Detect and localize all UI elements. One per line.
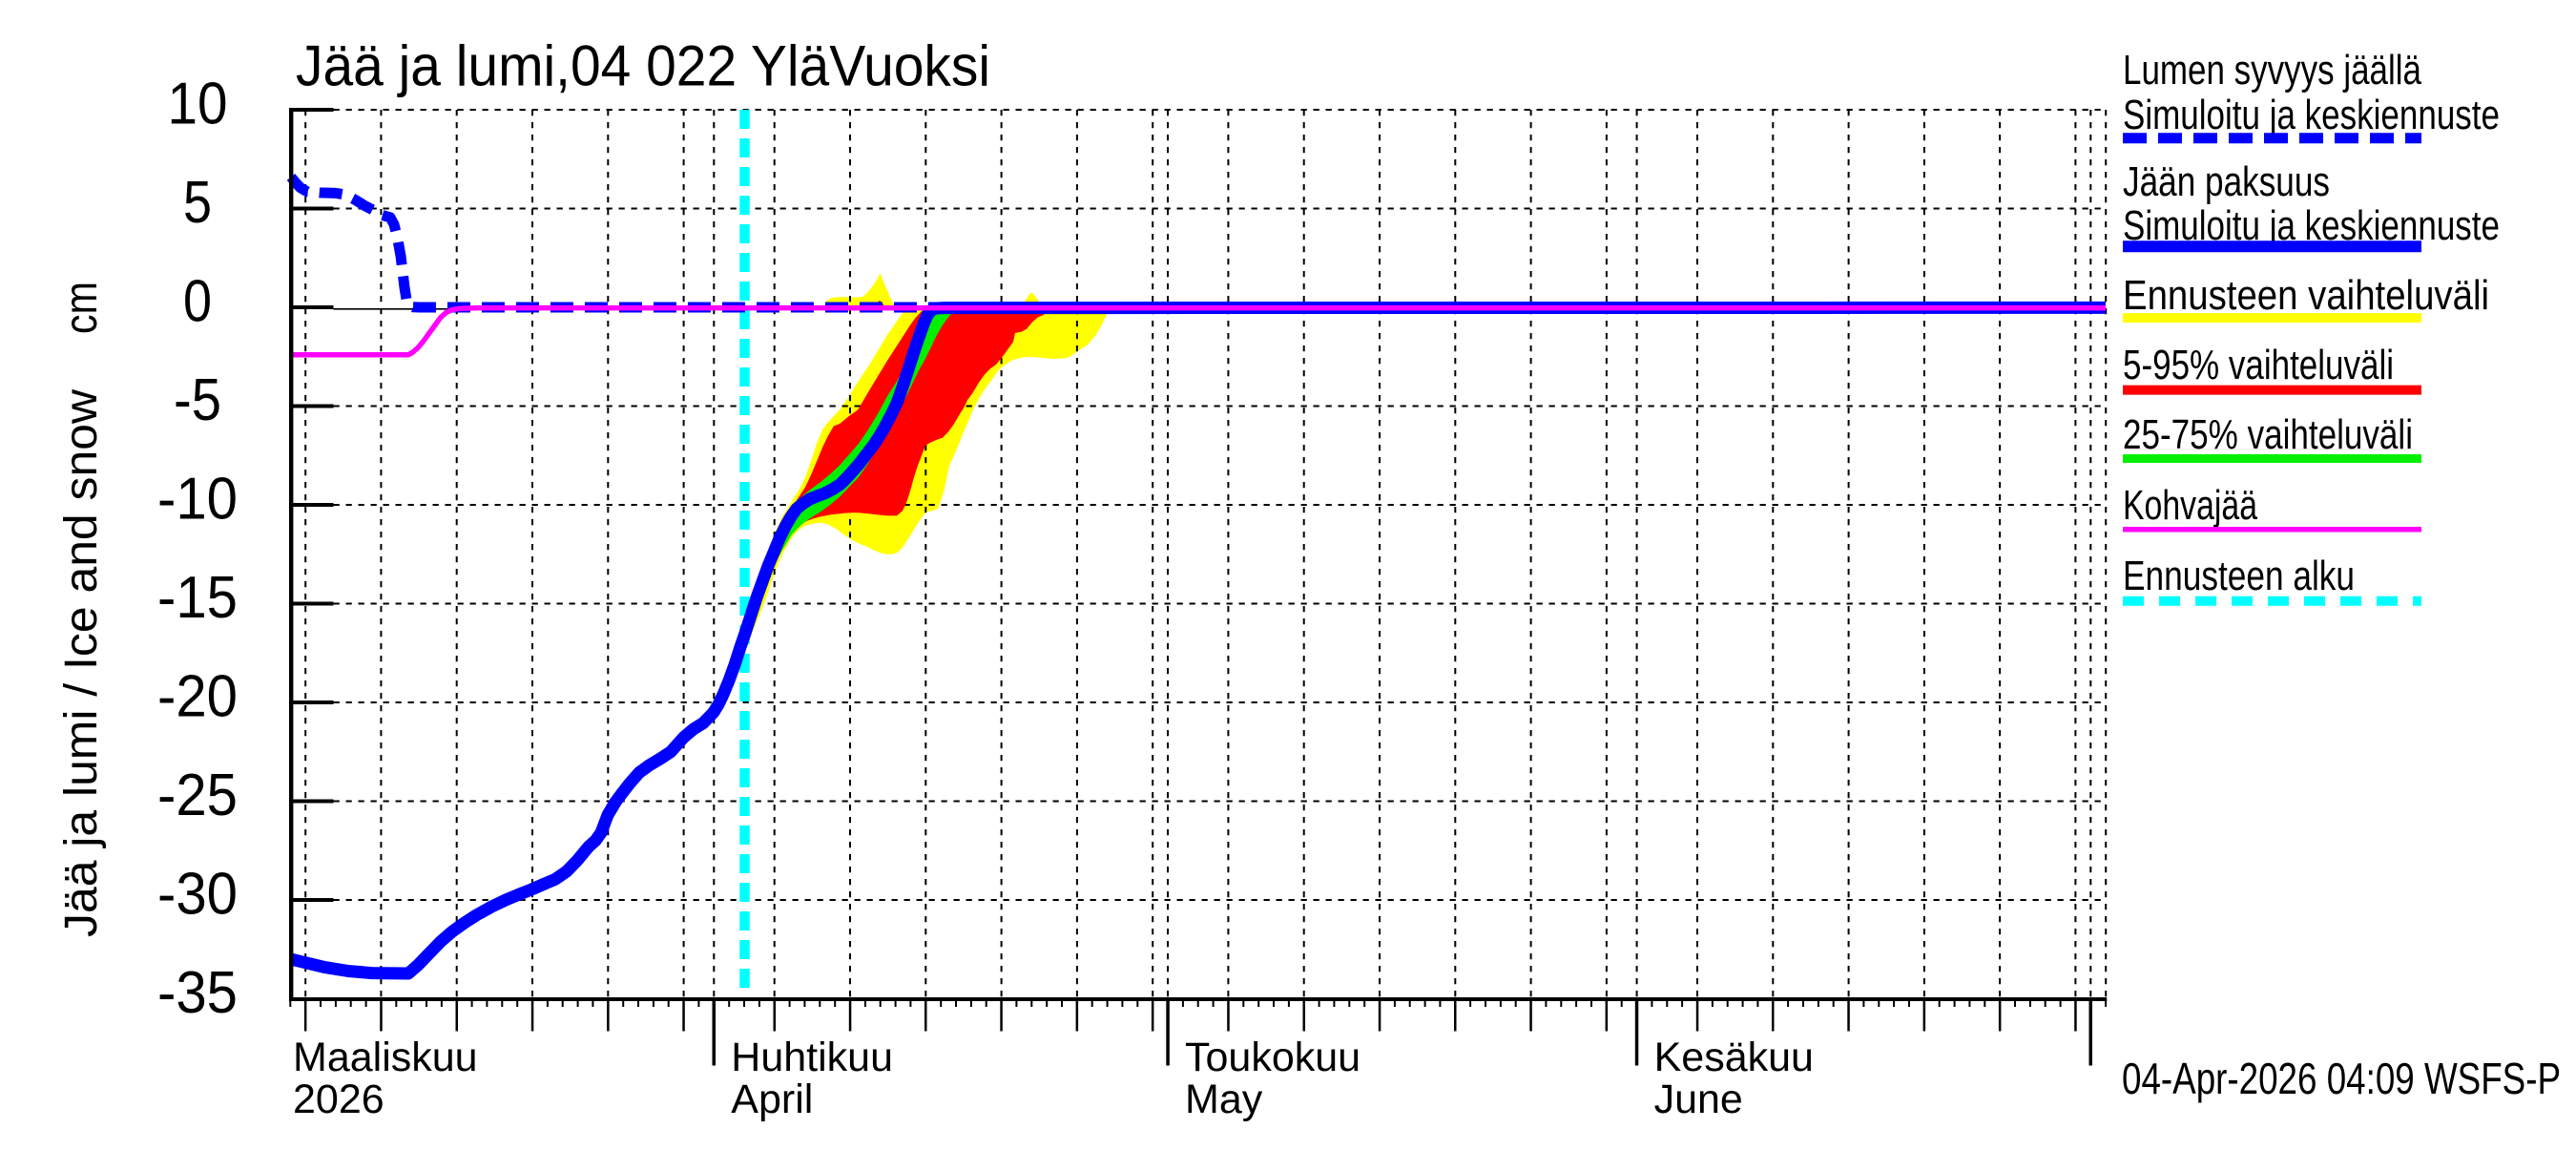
svg-text:-25: -25: [157, 763, 238, 828]
svg-text:Jää ja lumi,04 022 YläVuoksi: Jää ja lumi,04 022 YläVuoksi: [296, 34, 990, 98]
svg-text:2026: 2026: [293, 1077, 384, 1122]
svg-text:-20: -20: [157, 664, 238, 730]
svg-text:Simuloitu ja keskiennuste: Simuloitu ja keskiennuste: [2123, 92, 2500, 138]
svg-text:cm: cm: [56, 282, 107, 334]
svg-text:-10: -10: [157, 467, 238, 533]
svg-text:Kohvajää: Kohvajää: [2123, 482, 2257, 529]
svg-text:May: May: [1185, 1077, 1263, 1122]
svg-text:Toukokuu: Toukokuu: [1185, 1035, 1361, 1080]
svg-text:10: 10: [168, 72, 228, 137]
svg-text:April: April: [731, 1077, 813, 1122]
svg-text:Huhtikuu: Huhtikuu: [731, 1035, 893, 1080]
svg-text:Lumen syvyys jäällä: Lumen syvyys jäällä: [2123, 47, 2421, 94]
svg-text:Jään paksuus: Jään paksuus: [2123, 158, 2330, 205]
svg-text:-15: -15: [157, 565, 238, 631]
svg-text:5: 5: [183, 170, 212, 236]
svg-text:Jää ja lumi / Ice and snow: Jää ja lumi / Ice and snow: [56, 389, 107, 937]
svg-text:-5: -5: [174, 367, 221, 433]
svg-text:5-95% vaihteluväli: 5-95% vaihteluväli: [2123, 342, 2394, 388]
svg-text:Ennusteen vaihteluväli: Ennusteen vaihteluväli: [2123, 272, 2489, 319]
svg-text:25-75% vaihteluväli: 25-75% vaihteluväli: [2123, 411, 2413, 458]
svg-text:04-Apr-2026 04:09 WSFS-P: 04-Apr-2026 04:09 WSFS-P: [2122, 1054, 2561, 1103]
svg-text:Ennusteen alku: Ennusteen alku: [2123, 553, 2355, 599]
svg-text:-30: -30: [157, 862, 238, 928]
svg-text:Maaliskuu: Maaliskuu: [293, 1035, 478, 1080]
svg-text:0: 0: [183, 269, 212, 335]
svg-text:Kesäkuu: Kesäkuu: [1654, 1035, 1814, 1080]
svg-text:June: June: [1654, 1077, 1743, 1122]
svg-text:-35: -35: [157, 960, 238, 1026]
